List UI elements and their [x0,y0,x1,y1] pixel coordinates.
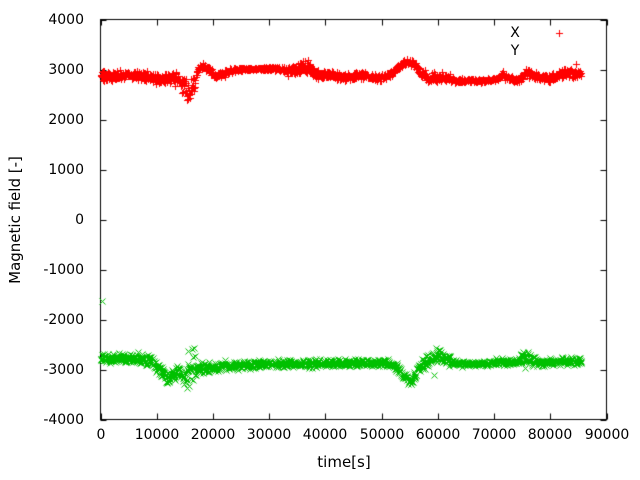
x-tick-label: 90000 [584,427,630,443]
y-tick-label: 2000 [48,112,84,128]
x-axis-title: time[s] [317,453,371,471]
y-tick-label: 1000 [48,162,84,178]
legend-entry-x: X [510,25,520,41]
x-tick-label: 40000 [302,427,348,443]
y-tick-label: 0 [75,212,84,228]
x-tick-label: 0 [96,427,106,443]
x-tick-label: 30000 [246,427,292,443]
y-tick-label: 4000 [48,12,84,28]
x-tick-label: 70000 [471,427,517,443]
x-tick-label: 80000 [527,427,573,443]
y-tick-label: -4000 [43,412,84,428]
y-tick-label: 3000 [48,62,84,78]
x-tick-label: 10000 [134,427,180,443]
x-tick-label: 50000 [359,427,405,443]
y-tick-label: -1000 [43,262,84,278]
y-tick-label: -3000 [43,362,84,378]
x-tick-label: 20000 [190,427,236,443]
y-tick-label: -2000 [43,312,84,328]
legend-entry-y: Y [510,43,520,59]
x-tick-label: 60000 [415,427,461,443]
